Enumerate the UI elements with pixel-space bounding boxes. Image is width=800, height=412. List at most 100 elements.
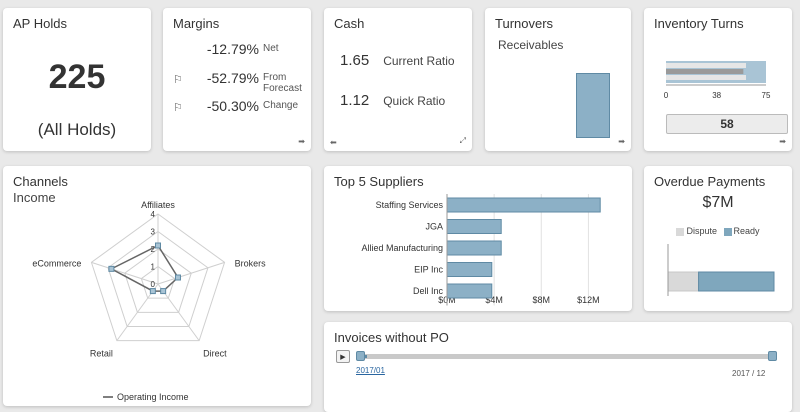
- supplier-category-label: EIP Inc: [414, 265, 443, 275]
- overdue-payments-title: Overdue Payments: [654, 174, 766, 189]
- top-suppliers-title: Top 5 Suppliers: [334, 174, 424, 189]
- radar-tick-label: 2: [151, 245, 156, 254]
- margin-net-label: Net: [263, 43, 279, 54]
- supplier-x-tick: $4M: [485, 295, 503, 305]
- cash-card[interactable]: Cash 1.65 Current Ratio 1.12 Quick Ratio ⬅…: [324, 8, 472, 151]
- channels-radar-chart: Affiliates Brokers Direct Retail eCommerce 4 3…: [32, 200, 267, 402]
- current-ratio-value: 1.65: [340, 52, 370, 69]
- radar-grid-ring: [124, 248, 192, 313]
- slider-start-tick: [365, 355, 367, 358]
- flag-icon: ⚐: [173, 73, 183, 86]
- ap-holds-card[interactable]: AP Holds 225 (All Holds): [3, 8, 151, 151]
- radar-grid-ring: [140, 265, 176, 299]
- radar-tick-label: 3: [151, 228, 156, 237]
- supplier-category-label: Dell Inc: [413, 286, 444, 296]
- margin-change-label: Change: [263, 100, 299, 111]
- radar-axis-label: Brokers: [235, 258, 267, 268]
- radar-axis-label: Direct: [203, 349, 227, 359]
- gauge-band-top: [666, 63, 746, 68]
- radar-tick-label: 1: [151, 263, 156, 272]
- inventory-turns-value: 58: [666, 114, 788, 134]
- ap-holds-value: 225: [48, 58, 106, 96]
- margin-row-forecast: ⚐ -52.79% From Forecast: [173, 70, 311, 94]
- timeline-slider[interactable]: [356, 351, 777, 361]
- radar-tick-label: 4: [151, 210, 156, 219]
- turnovers-title: Turnovers: [495, 16, 554, 31]
- supplier-bar: [446, 262, 493, 277]
- radar-axis-label: eCommerce: [32, 258, 81, 268]
- navigate-arrow-icon[interactable]: ➡: [298, 137, 305, 146]
- legend-swatch-dispute: [676, 227, 685, 236]
- slider-start-handle[interactable]: [356, 351, 365, 361]
- supplier-x-tick: $8M: [533, 295, 551, 305]
- current-ratio-label: Current Ratio: [383, 54, 455, 68]
- ap-holds-title: AP Holds: [13, 16, 67, 31]
- overdue-bar-ready: [698, 271, 775, 292]
- radar-point: [108, 265, 115, 272]
- top-suppliers-card[interactable]: Top 5 Suppliers $0M $4M $8M $12M Staffing Se…: [324, 166, 632, 311]
- quick-ratio-value: 1.12: [340, 92, 370, 109]
- radar-grid-ring: [107, 230, 209, 327]
- turnovers-card[interactable]: Turnovers Receivables ➡: [485, 8, 631, 151]
- radar-point: [155, 242, 161, 249]
- overdue-payments-value: $7M: [702, 194, 734, 211]
- navigate-arrow-icon[interactable]: ➡: [618, 137, 625, 146]
- radar-tick-label: 0: [151, 280, 156, 289]
- gauge-min-label: 0: [664, 91, 669, 100]
- inventory-turns-title: Inventory Turns: [654, 16, 744, 31]
- supplier-category-label: Staffing Services: [376, 200, 444, 210]
- slider-end-label: 2017 / 12: [732, 369, 766, 378]
- legend-label-dispute: Dispute: [686, 226, 717, 236]
- margin-forecast-label: From Forecast: [263, 72, 302, 94]
- radar-point: [174, 274, 181, 281]
- channels-title: Channels: [13, 174, 68, 189]
- radar-point: [149, 288, 156, 295]
- play-button[interactable]: ▶: [336, 350, 350, 363]
- supplier-bar: [446, 283, 493, 299]
- supplier-bar: [446, 240, 502, 256]
- overdue-bar-dispute: [667, 271, 700, 292]
- slider-start-label[interactable]: 2017/01: [356, 366, 385, 375]
- inventory-turns-card[interactable]: Inventory Turns 0 38 75 58 ➡: [644, 8, 792, 151]
- radar-legend-label: Operating Income: [117, 392, 189, 402]
- quick-ratio-label: Quick Ratio: [383, 94, 446, 108]
- margin-change-value: -50.30%: [206, 98, 259, 114]
- margin-row-change: ⚐ -50.30% Change: [173, 98, 311, 114]
- channels-card[interactable]: Channels Income Affiliates Brokers Direct R…: [3, 166, 311, 406]
- gauge-max-label: 75: [762, 91, 771, 100]
- cash-row-quick: 1.12 Quick Ratio: [340, 92, 445, 109]
- overdue-payments-card[interactable]: Overdue Payments $7M Dispute Ready: [644, 166, 792, 311]
- gauge-band-bottom: [666, 75, 746, 80]
- navigate-arrow-icon[interactable]: ➡: [779, 137, 786, 146]
- expand-icon[interactable]: ⤢: [459, 136, 466, 145]
- supplier-x-tick: $12M: [577, 295, 600, 305]
- channels-subtitle: Income: [13, 190, 56, 205]
- receivables-bar: [576, 73, 610, 138]
- margin-row-net: -12.79% Net: [173, 41, 311, 57]
- legend-swatch-ready: [723, 227, 732, 236]
- slider-end-handle[interactable]: [768, 351, 777, 361]
- back-arrow-icon[interactable]: ⬅: [330, 138, 337, 147]
- cash-title: Cash: [334, 16, 365, 31]
- radar-axis-label: Affiliates: [141, 200, 175, 210]
- cash-row-current: 1.65 Current Ratio: [340, 52, 455, 69]
- margins-card[interactable]: Margins -12.79% Net ⚐ -52.79% From Foreca…: [163, 8, 311, 151]
- supplier-category-label: Allied Manufacturing: [361, 243, 443, 253]
- radar-axis-label: Retail: [90, 349, 113, 359]
- supplier-category-label: JGA: [425, 222, 443, 232]
- flag-icon: ⚐: [173, 101, 183, 114]
- gauge-mid-label: 38: [712, 91, 721, 100]
- turnovers-subtitle: Receivables: [498, 38, 564, 52]
- margin-forecast-value: -52.79%: [206, 70, 259, 86]
- invoices-title: Invoices without PO: [334, 330, 449, 345]
- overdue-stacked-bar: [667, 244, 775, 296]
- supplier-bar: [446, 197, 601, 213]
- radar-spoke: [157, 261, 225, 285]
- invoices-card[interactable]: Invoices without PO ▶ 2017/01 2017 / 12: [324, 322, 792, 412]
- overdue-legend: Dispute Ready: [644, 226, 792, 236]
- margins-title: Margins: [173, 16, 220, 31]
- ap-holds-subtitle: (All Holds): [37, 120, 117, 139]
- radar-point: [160, 288, 167, 295]
- radar-series-line: [109, 244, 179, 292]
